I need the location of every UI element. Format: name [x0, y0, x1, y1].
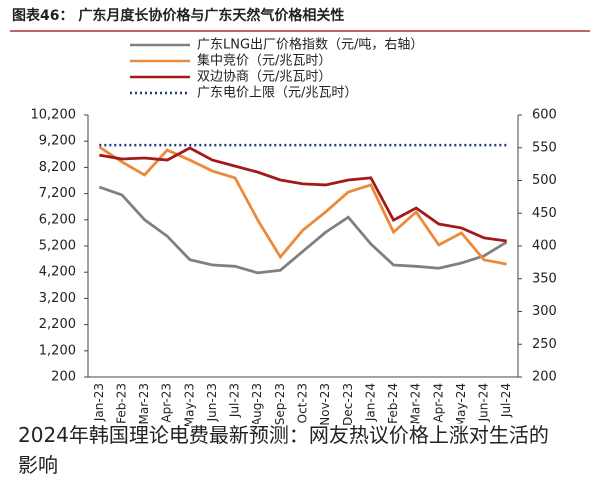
- x-tick-label: Jun-24: [477, 383, 491, 422]
- x-tick-label: Feb-24: [386, 383, 400, 424]
- x-tick-label: Jul-23: [228, 383, 242, 418]
- x-tick-label: Jan-23: [92, 383, 106, 422]
- caption: 2024年韩国理论电费最新预测：网友热议价格上涨对生活的影响: [18, 423, 549, 477]
- y-tick-label: 6,200: [39, 212, 76, 227]
- x-tick-label: Mar-24: [409, 383, 423, 424]
- y2-tick-label: 450: [532, 206, 557, 221]
- x-tick-label: Oct-23: [296, 383, 310, 423]
- y2-tick-label: 300: [532, 304, 557, 319]
- x-tick-label: Jun-23: [205, 383, 219, 422]
- marks: 200 1,200 2,200 3,200 4,200 5,200 6,200 7,200 8,…: [31, 37, 557, 428]
- y2-tick-label: 550: [532, 140, 557, 155]
- x-tick-label: Nov-23: [318, 383, 332, 426]
- chart-title: 图表46： 广东月度长协价格与广东天然气价格相关性: [12, 7, 344, 24]
- x-tick-label: Apr-24: [431, 383, 445, 423]
- x-tick-label: Feb-23: [114, 383, 128, 424]
- caption-line: 2024年韩国理论电费最新预测：网友热议价格上涨对生活的: [18, 423, 549, 447]
- y-tick-label: 8,200: [39, 160, 76, 175]
- y-tick-label: 4,200: [39, 265, 76, 280]
- x-tick-label: May-24: [454, 383, 468, 427]
- legend-label: 双边协商（元/兆瓦时）: [197, 70, 331, 85]
- series-line: [98, 185, 508, 275]
- x-tick-label: Mar-23: [137, 383, 151, 424]
- y-tick-label: 7,200: [39, 186, 76, 201]
- y2-tick-label: 250: [532, 337, 557, 352]
- y2-tick-label: 600: [532, 108, 557, 123]
- y2-tick-label: 350: [532, 271, 557, 286]
- x-tick-label: Jan-24: [363, 383, 377, 422]
- y-tick-label: 2,200: [39, 317, 76, 332]
- legend-label: 集中竞价（元/兆瓦时）: [197, 53, 331, 69]
- y-tick-label: 10,200: [31, 108, 77, 123]
- y2-tick-label: 200: [532, 370, 557, 385]
- y-tick-label: 9,200: [39, 134, 76, 149]
- x-tick-label: Apr-23: [160, 383, 174, 423]
- y2-tick-label: 500: [532, 173, 557, 188]
- y2-tick-label: 400: [532, 239, 557, 254]
- x-tick-label: Sep-23: [273, 383, 287, 425]
- legend-label: 广东电价上限（元/兆瓦时）: [197, 86, 357, 101]
- y-tick-label: 5,200: [39, 239, 76, 254]
- caption-line: 影响: [18, 453, 58, 477]
- y-tick-label: 200: [51, 370, 76, 385]
- series-line: [99, 146, 507, 243]
- legend-label: 广东LNG出厂价格指数（元/吨，右轴）: [197, 37, 423, 53]
- x-tick-label: Dec-23: [341, 383, 355, 426]
- series-line: [98, 145, 507, 266]
- y-tick-label: 3,200: [39, 291, 76, 306]
- x-tick-label: Aug-23: [250, 383, 264, 426]
- y-tick-label: 1,200: [39, 343, 76, 358]
- x-tick-label: Jul-24: [499, 383, 513, 418]
- x-tick-label: May-23: [182, 383, 196, 427]
